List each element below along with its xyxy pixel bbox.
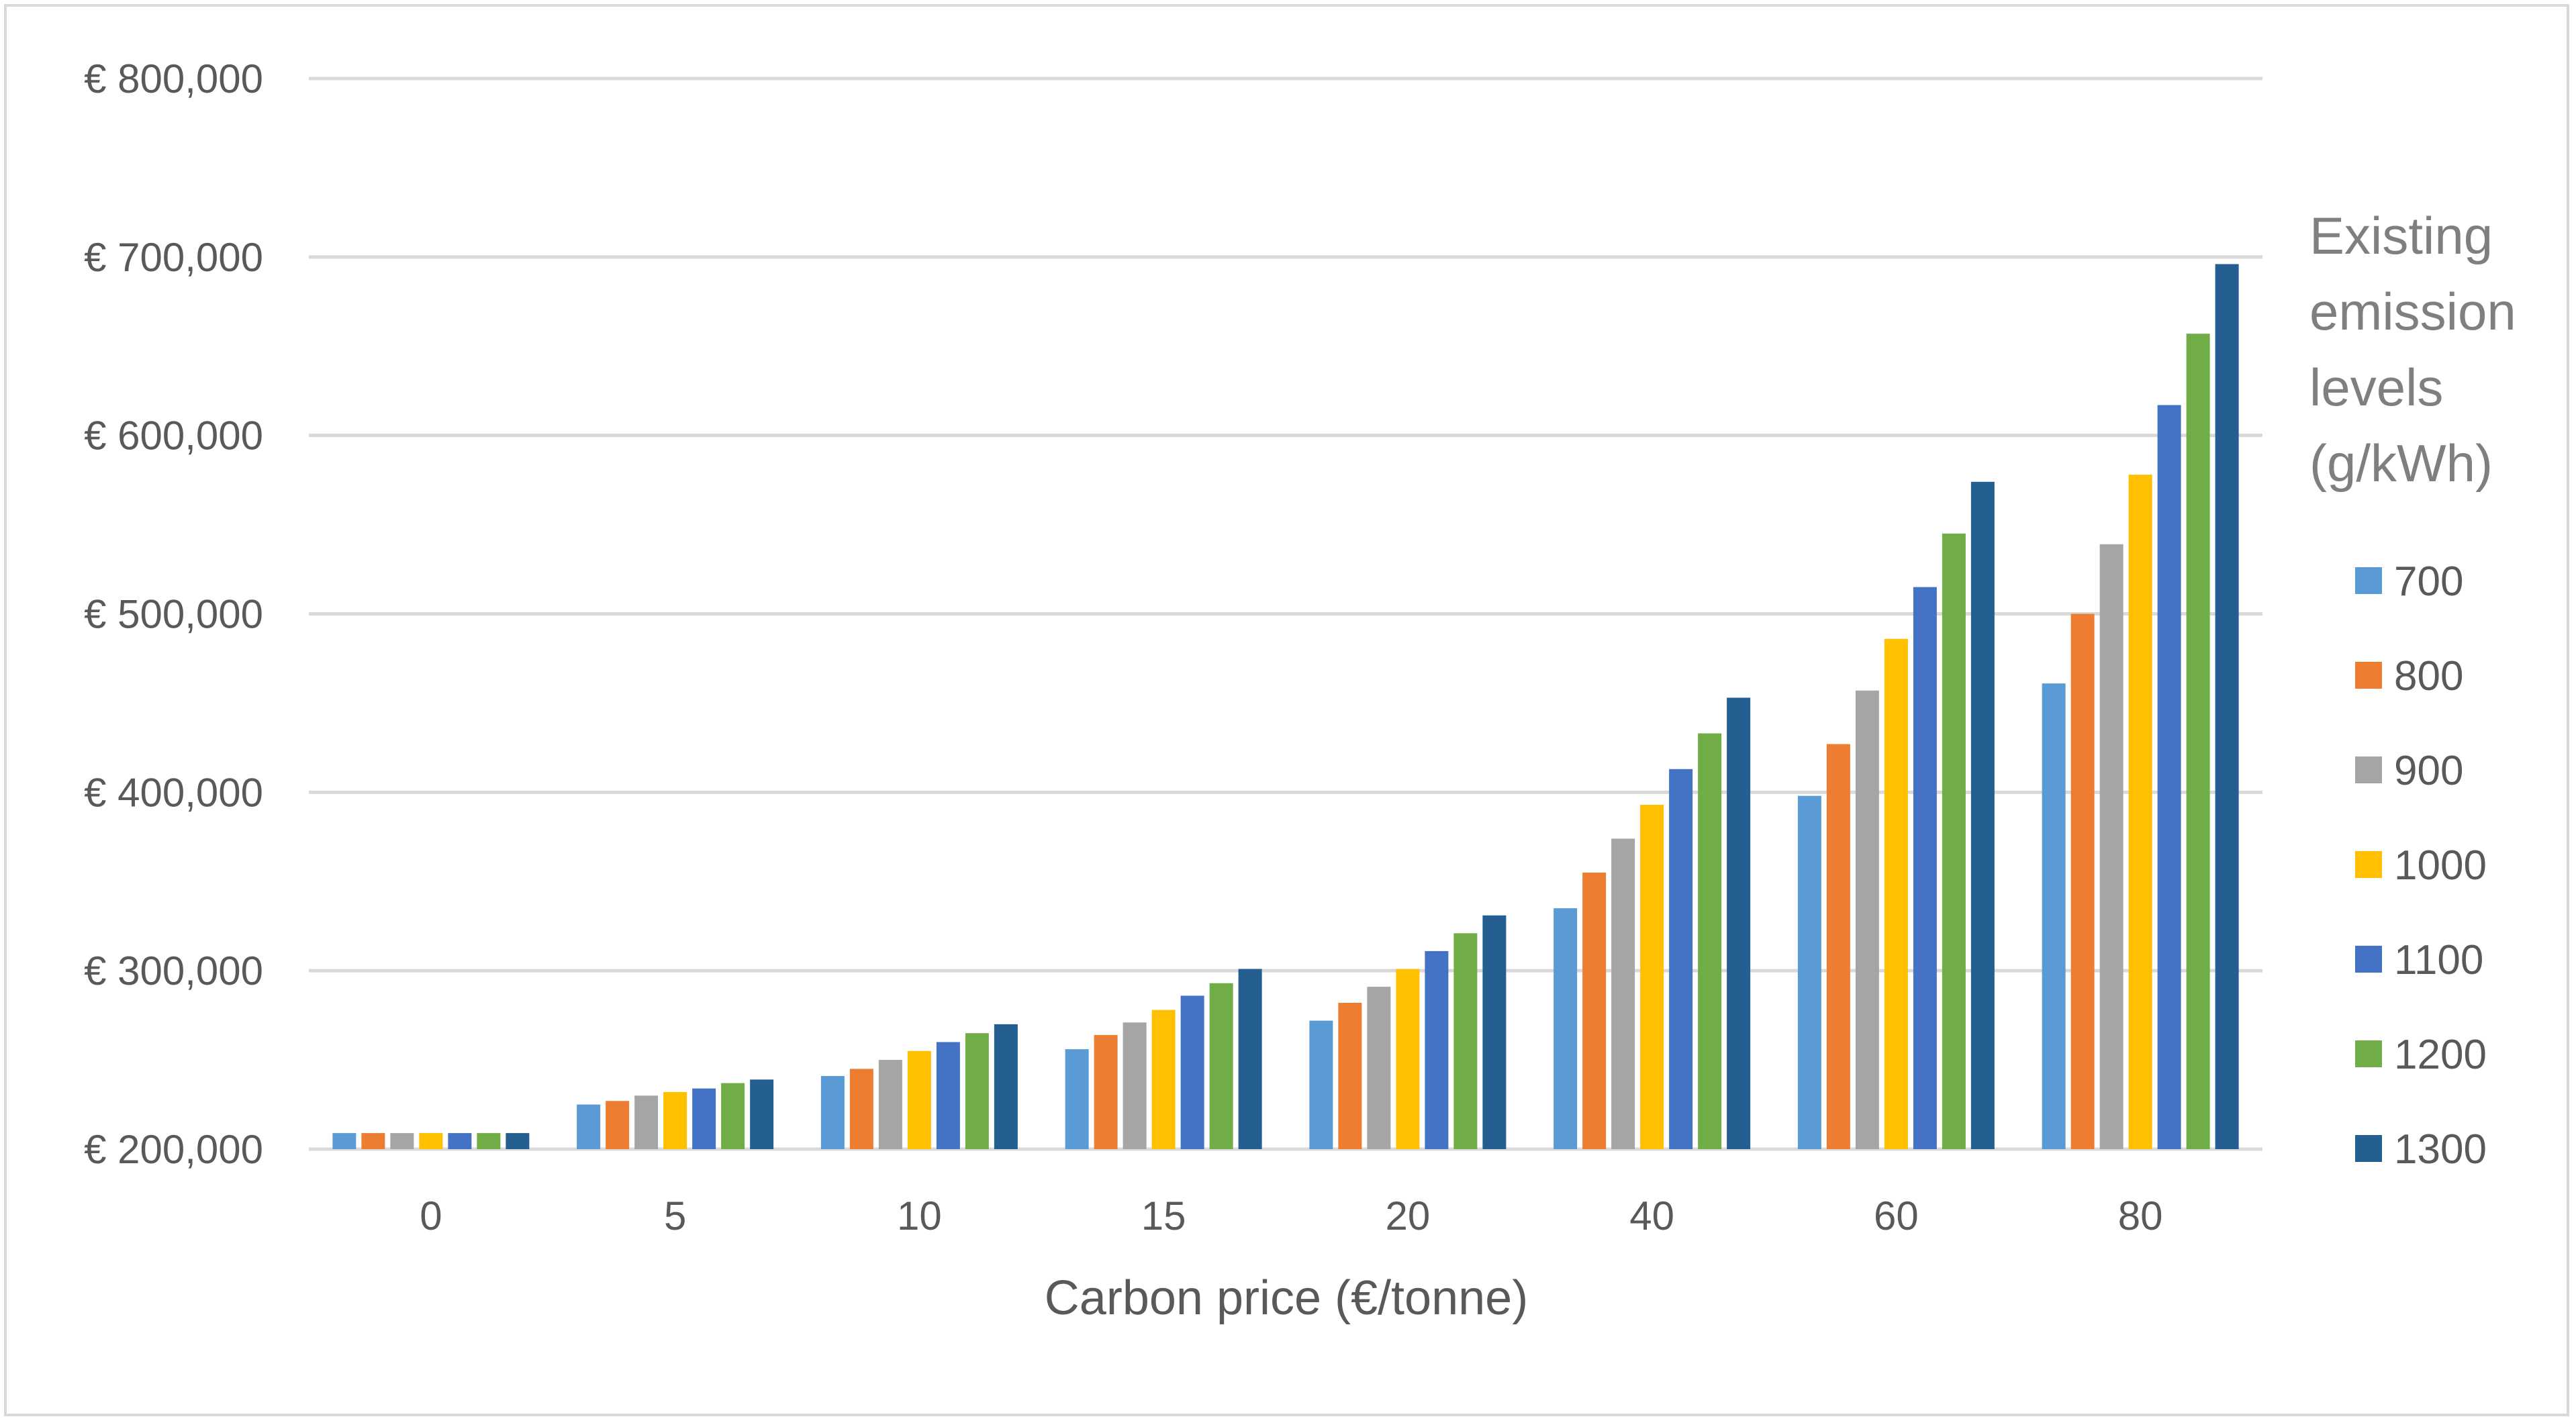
bar-80-1000	[2128, 475, 2152, 1149]
bar-80-1200	[2186, 334, 2210, 1150]
legend-title-line: emission	[2309, 282, 2516, 341]
bar-20-1300	[1482, 915, 1507, 1149]
bar-20-700	[1309, 1020, 1333, 1149]
x-tick-label: 20	[1386, 1193, 1431, 1238]
bar-10-1200	[965, 1033, 989, 1149]
bar-0-900	[390, 1133, 414, 1149]
y-tick-label: € 200,000	[84, 1127, 263, 1172]
legend-label: 800	[2394, 653, 2463, 699]
legend-swatch-1200	[2355, 1040, 2382, 1067]
legend-swatch-800	[2355, 662, 2382, 689]
bar-20-900	[1367, 987, 1391, 1149]
bar-60-800	[1826, 744, 1850, 1149]
bar-60-1300	[1970, 481, 1995, 1149]
bar-5-800	[606, 1101, 630, 1149]
y-tick-label: € 500,000	[84, 592, 263, 637]
bar-40-1200	[1698, 733, 1722, 1149]
x-axis-tick-labels: 0 5 10 15 20 40 60 80	[420, 1193, 2162, 1238]
y-tick-label: € 800,000	[84, 56, 263, 101]
bar-5-1200	[721, 1083, 745, 1149]
legend-title-line: (g/kWh)	[2309, 434, 2493, 493]
legend-title-line: Existing	[2309, 206, 2493, 265]
bar-0-1000	[419, 1133, 443, 1149]
bar-0-1100	[448, 1133, 472, 1149]
legend-swatch-1300	[2355, 1135, 2382, 1162]
x-tick-label: 5	[664, 1193, 686, 1238]
legend-swatch-1100	[2355, 946, 2382, 973]
bar-10-900	[878, 1060, 902, 1149]
x-tick-label: 80	[2118, 1193, 2163, 1238]
bar-60-900	[1855, 690, 1879, 1149]
x-tick-label: 10	[897, 1193, 942, 1238]
y-axis-tick-labels: € 200,000 € 300,000 € 400,000 € 500,000 € 60…	[84, 56, 263, 1172]
bar-15-1300	[1238, 969, 1262, 1149]
legend-title-line: levels	[2309, 358, 2443, 417]
bar-20-1200	[1453, 933, 1478, 1149]
bar-40-1000	[1640, 804, 1664, 1149]
bar-10-800	[849, 1069, 873, 1149]
bar-10-700	[820, 1076, 845, 1149]
bar-5-1300	[750, 1079, 774, 1149]
bar-60-700	[1797, 795, 1821, 1149]
bar-40-900	[1611, 838, 1635, 1149]
y-tick-label: € 300,000	[84, 948, 263, 993]
bar-40-1100	[1669, 769, 1693, 1149]
bar-15-900	[1123, 1022, 1147, 1149]
bar-80-800	[2070, 614, 2095, 1149]
legend-label: 1100	[2394, 937, 2483, 983]
legend-swatch-900	[2355, 756, 2382, 783]
y-tick-label: € 600,000	[84, 413, 263, 458]
bar-40-800	[1582, 872, 1607, 1149]
bar-20-1000	[1396, 969, 1420, 1149]
y-tick-label: € 400,000	[84, 770, 263, 815]
bars	[332, 264, 2239, 1150]
legend-swatch-1000	[2355, 851, 2382, 878]
bar-0-700	[332, 1133, 356, 1149]
x-tick-label: 60	[1874, 1193, 1919, 1238]
x-axis-title: Carbon price (€/tonne)	[1045, 1271, 1528, 1325]
bar-0-800	[361, 1133, 385, 1149]
bar-80-700	[2042, 683, 2066, 1149]
legend-title: Existing emission levels (g/kWh)	[2309, 206, 2516, 493]
legend-label: 900	[2394, 748, 2463, 794]
bar-5-1000	[663, 1091, 687, 1149]
bar-60-1100	[1913, 587, 1937, 1149]
bar-10-1100	[936, 1042, 960, 1149]
bar-10-1000	[907, 1050, 931, 1149]
bar-0-1200	[477, 1133, 501, 1149]
legend-label: 1000	[2394, 842, 2487, 889]
bar-60-1200	[1942, 533, 1966, 1149]
bar-15-800	[1094, 1034, 1118, 1149]
bar-10-1300	[994, 1024, 1018, 1149]
legend-label: 700	[2394, 558, 2463, 605]
bar-5-700	[577, 1104, 601, 1149]
legend-swatch-700	[2355, 567, 2382, 594]
legend-label: 1200	[2394, 1032, 2487, 1078]
y-tick-label: € 700,000	[84, 235, 263, 280]
bar-15-1000	[1151, 1010, 1176, 1149]
bar-20-800	[1338, 1003, 1362, 1149]
bar-80-1100	[2157, 405, 2181, 1149]
bar-0-1300	[506, 1133, 530, 1149]
legend: 700 800 900 1000 1100 1200 1300	[2355, 558, 2487, 1173]
bar-40-700	[1554, 908, 1578, 1149]
bar-5-1100	[692, 1088, 716, 1149]
x-tick-label: 0	[420, 1193, 442, 1238]
bar-15-700	[1065, 1049, 1089, 1149]
x-tick-label: 15	[1141, 1193, 1186, 1238]
legend-label: 1300	[2394, 1126, 2487, 1173]
bar-15-1200	[1209, 983, 1233, 1149]
bar-15-1100	[1180, 995, 1204, 1149]
bar-60-1000	[1884, 638, 1908, 1149]
bar-80-1300	[2215, 264, 2239, 1149]
x-tick-label: 40	[1629, 1193, 1674, 1238]
bar-5-900	[634, 1095, 659, 1149]
gridlines	[309, 77, 2262, 1151]
bar-20-1100	[1425, 950, 1449, 1149]
bar-80-900	[2099, 544, 2124, 1149]
bar-40-1300	[1727, 697, 1751, 1149]
